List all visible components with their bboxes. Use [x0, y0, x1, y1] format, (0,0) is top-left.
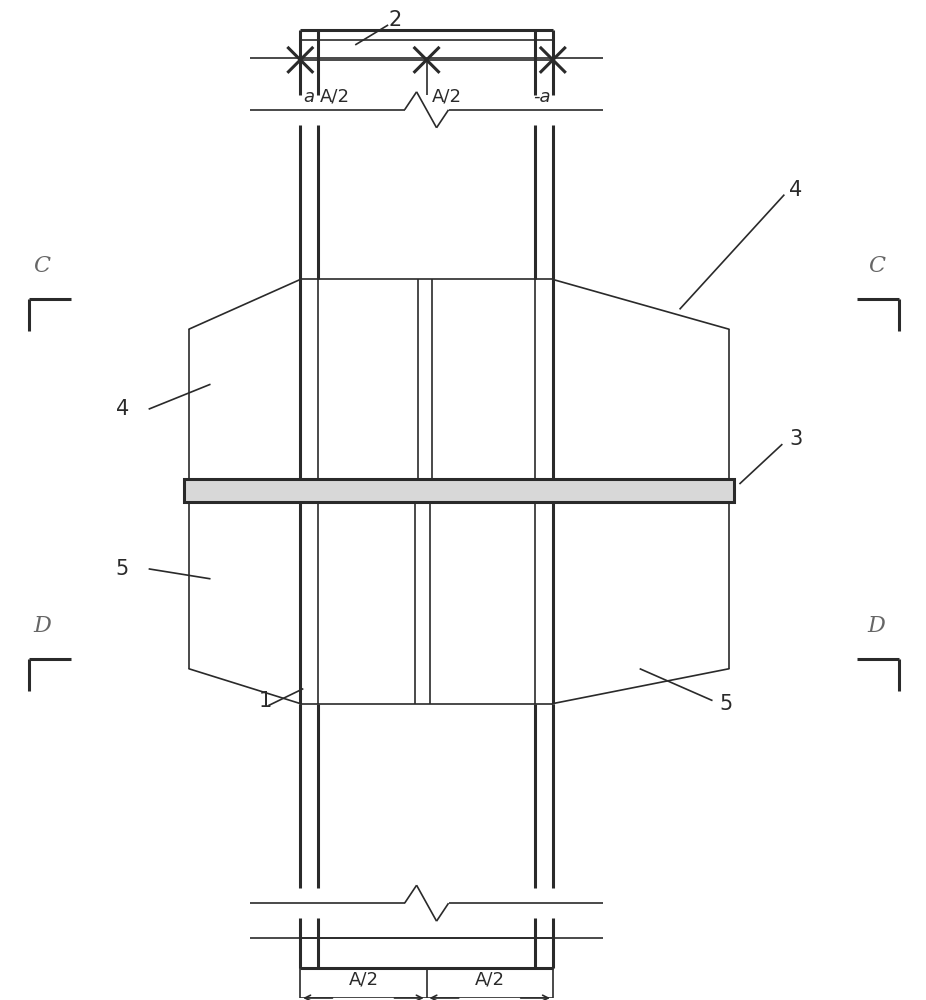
- Text: A/2: A/2: [432, 88, 461, 106]
- Text: 2: 2: [388, 10, 401, 30]
- Bar: [183, 479, 734, 502]
- Text: 5: 5: [116, 559, 129, 579]
- Text: 3: 3: [789, 429, 803, 449]
- Text: 1: 1: [258, 691, 271, 711]
- Text: a: a: [304, 88, 314, 106]
- Text: 4: 4: [116, 399, 129, 419]
- Text: 5: 5: [720, 694, 732, 714]
- Text: 4: 4: [789, 180, 803, 200]
- Text: C: C: [869, 255, 885, 277]
- Text: A/2: A/2: [475, 970, 505, 988]
- Text: -a: -a: [533, 88, 551, 106]
- Text: A/2: A/2: [348, 970, 379, 988]
- Text: D: D: [868, 615, 885, 637]
- Text: C: C: [32, 255, 50, 277]
- Text: D: D: [32, 615, 51, 637]
- Text: A/2: A/2: [320, 88, 350, 106]
